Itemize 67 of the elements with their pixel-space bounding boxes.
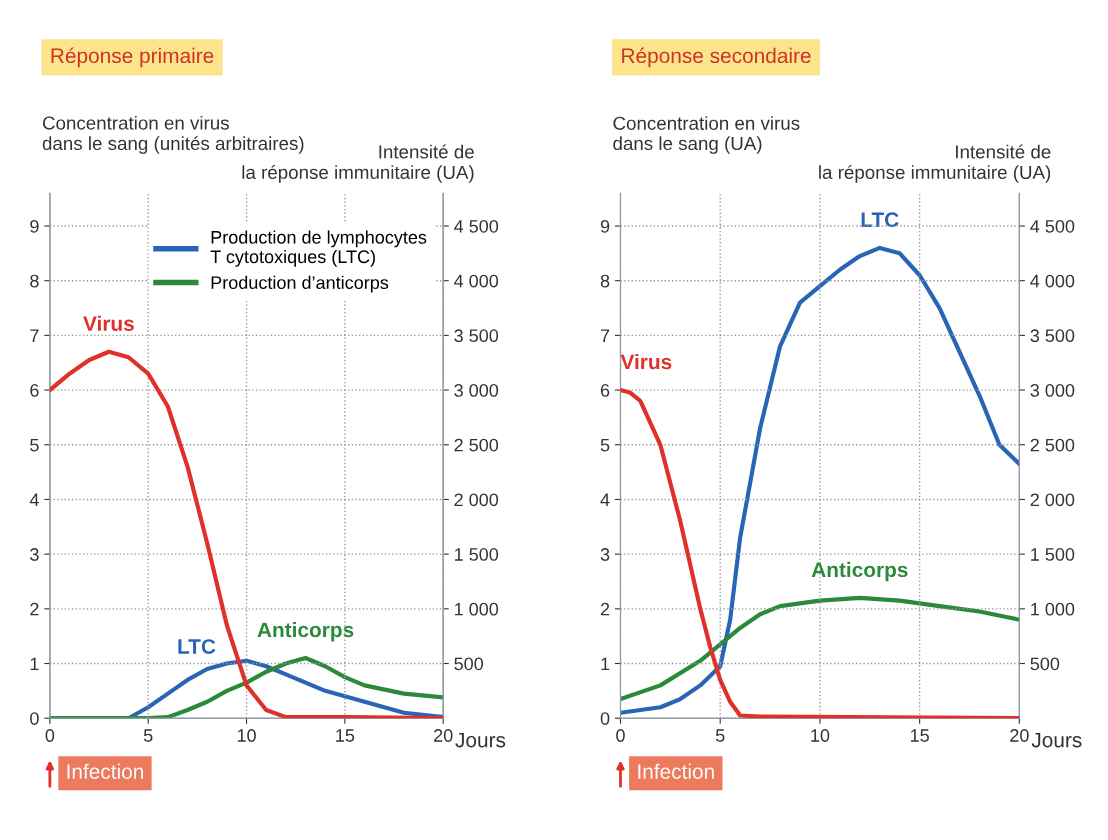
y2-tick-label: 3 000 [1030, 384, 1075, 397]
y-tick-label: 1 [30, 657, 39, 671]
y-tick-label: 7 [600, 329, 610, 342]
y-tick-label: 6 [600, 384, 610, 397]
y2-tick-label: 2 500 [1030, 438, 1075, 452]
y-tick-label: 8 [30, 274, 39, 288]
y-tick-label: 1 [601, 657, 610, 671]
y-tick-label: 7 [30, 329, 39, 342]
y-tick-label: 9 [600, 219, 610, 233]
y-tick-label: 2 [30, 602, 39, 616]
y2-tick-label: 1 000 [454, 602, 499, 616]
y2-tick-label: 1 500 [454, 548, 499, 561]
y-tick-label: 5 [30, 438, 39, 452]
x-tick-label: 0 [616, 729, 625, 742]
y-tick-label: 2 [600, 602, 610, 616]
x-tick-label: 20 [1010, 729, 1029, 742]
line-series [620, 595, 1020, 702]
legend-label: Production de lymphocytes T cytotoxiques (LTC) [210, 230, 427, 267]
text: Infection [638, 763, 714, 779]
y-tick-label: 4 [29, 493, 39, 506]
annotation: Virus [620, 353, 672, 370]
y2-tick-label: 500 [1030, 657, 1060, 671]
y-tick-label: 3 [30, 548, 39, 561]
y2-tick-label: 500 [454, 657, 484, 671]
y-tick-label: 8 [600, 274, 610, 288]
x-tick-label: 5 [143, 729, 153, 742]
y2-tick-label: 3 500 [1030, 329, 1075, 343]
y-tick-label: 9 [30, 219, 39, 233]
y-tick-label: 0 [30, 712, 39, 725]
x-axis-title: Jours [455, 732, 506, 748]
x-tick-label: 15 [336, 729, 355, 742]
x-tick-label: 20 [434, 729, 453, 742]
y2-tick-label: 4 000 [454, 274, 499, 288]
x-tick-label: 10 [811, 729, 830, 742]
line-series [620, 245, 1020, 715]
y-tick-label: 3 [600, 548, 610, 561]
text: Infection [67, 763, 143, 779]
y2-tick-label: 3 000 [454, 384, 499, 397]
legend-label: Production d’anticorps [211, 275, 389, 293]
y-tick-label: 0 [600, 712, 610, 725]
y2-tick-label: 4 500 [454, 219, 499, 233]
y-tick-label: 6 [30, 384, 39, 397]
y2-tick-label: 2 000 [454, 493, 499, 507]
y2-tick-label: 4 500 [1030, 219, 1075, 233]
annotation: LTC [861, 212, 899, 228]
y-tick-label: 4 [600, 493, 610, 506]
annotation: Anticorps [257, 621, 354, 642]
y-axis-title: Concentration en virus dans le sang (UA) [613, 116, 800, 154]
annotation: Virus [83, 315, 134, 332]
chart-title: Réponse secondaire [622, 47, 811, 68]
annotation: Anticorps [811, 561, 908, 582]
y2-tick-label: 2 500 [454, 438, 499, 452]
chart-title: Réponse primaire [51, 47, 214, 68]
x-tick-label: 15 [910, 729, 929, 742]
x-axis-title: Jours [1031, 732, 1082, 748]
x-tick-label: 5 [715, 729, 725, 742]
y2-tick-label: 4 000 [1030, 274, 1075, 288]
y2-tick-label: 1 500 [1031, 548, 1075, 561]
x-tick-label: 10 [237, 729, 256, 742]
annotation: LTC [178, 639, 216, 654]
y2-tick-label: 2 000 [1030, 493, 1075, 507]
y2-tick-label: 3 500 [454, 329, 499, 343]
x-tick-label: 0 [45, 729, 55, 742]
y2-tick-label: 1 000 [1031, 602, 1075, 616]
y-tick-label: 5 [600, 438, 610, 452]
y-axis-title: Concentration en virus dans le sang (unités arbitraires) [42, 115, 304, 154]
y2-axis-title: Intensité de la réponse immunitaire (UA) [819, 144, 1051, 183]
